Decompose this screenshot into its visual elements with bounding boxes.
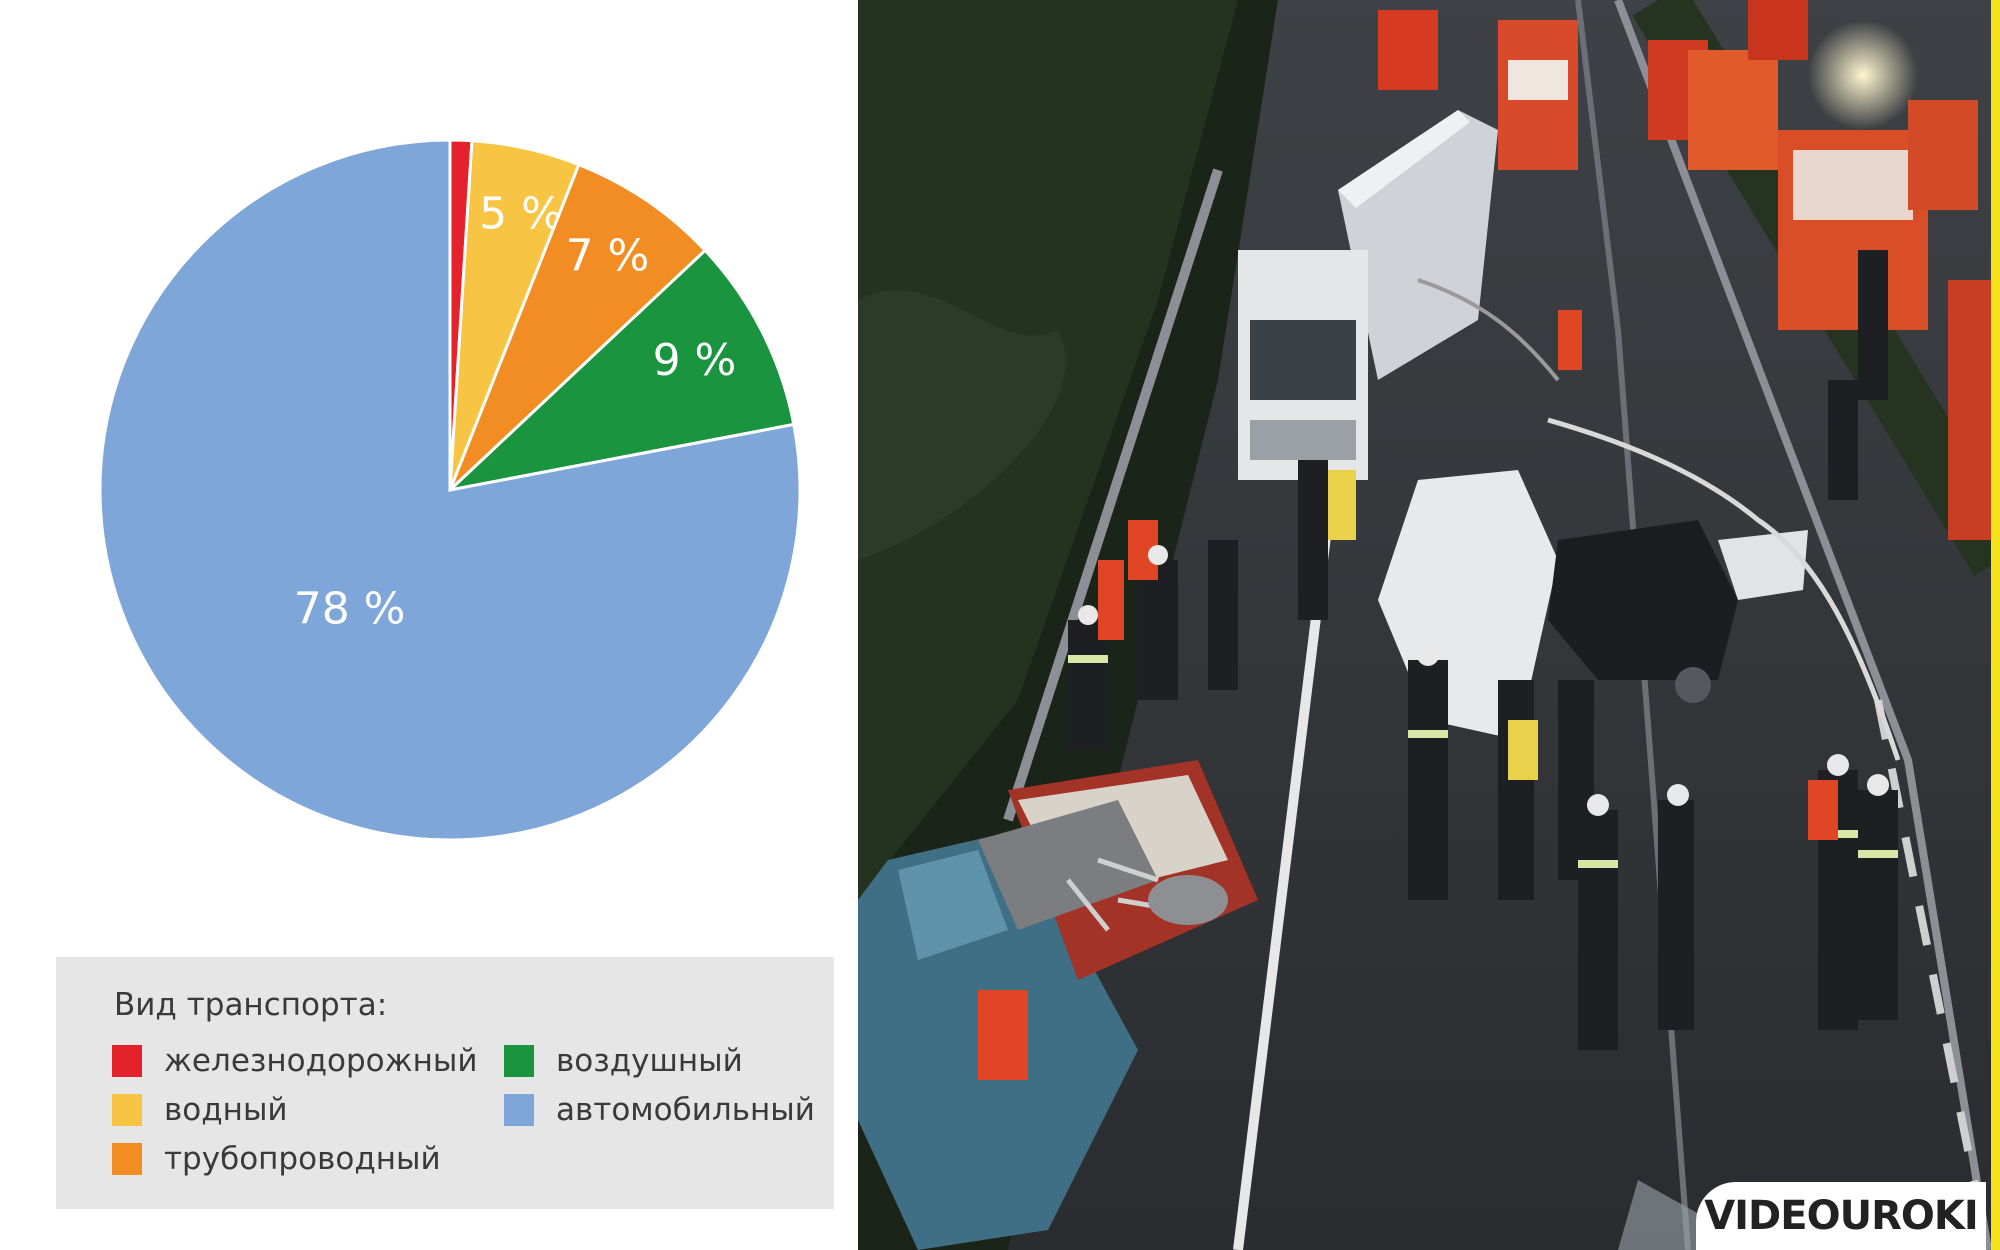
legend-swatch-water [112, 1094, 142, 1126]
legend-swatch-pipeline [112, 1143, 142, 1175]
legend-swatch-auto [504, 1094, 534, 1126]
legend-label-pipeline: трубопроводный [164, 1141, 441, 1177]
legend-item-air: воздушный [504, 1041, 743, 1081]
legend-item-pipeline: трубопроводный [112, 1139, 441, 1179]
legend-title: Вид транспорта: [114, 987, 388, 1023]
videouroki-watermark: VIDEOUROKI [1696, 1182, 1986, 1250]
pie-label-2: 7 % [565, 230, 649, 281]
pie-slice-3 [445, 248, 796, 493]
pie-slice-4 [98, 138, 802, 842]
pie-label-1: 5 % [479, 189, 563, 240]
legend-label-auto: автомобильный [556, 1092, 815, 1128]
legend-swatch-air [504, 1045, 534, 1077]
pie-slice-2 [448, 162, 708, 492]
legend-label-water: водный [164, 1092, 288, 1128]
legend-label-air: воздушный [556, 1043, 743, 1079]
legend-label-rail: железнодорожный [164, 1043, 478, 1079]
legend-swatch-rail [112, 1045, 142, 1077]
legend-item-water: водный [112, 1090, 288, 1130]
accident-photo: VIDEOUROKI [858, 0, 2000, 1250]
pie-label-3: 9 % [653, 335, 737, 386]
watermark-text: VIDEOUROKI [1704, 1193, 1979, 1239]
legend: Вид транспорта: железнодорожный водный т… [56, 957, 834, 1209]
pie-chart: 1 %5 %7 %9 %78 % [98, 138, 802, 842]
pie-label-4: 78 % [294, 583, 406, 634]
pie-chart-panel: 1 %5 %7 %9 %78 % Вид транспорта: железно… [0, 0, 858, 1250]
accident-photo-illustration [858, 0, 2000, 1250]
yellow-edge-strip [1991, 0, 2000, 1250]
legend-item-rail: железнодорожный [112, 1041, 477, 1081]
legend-item-auto: автомобильный [504, 1090, 815, 1130]
